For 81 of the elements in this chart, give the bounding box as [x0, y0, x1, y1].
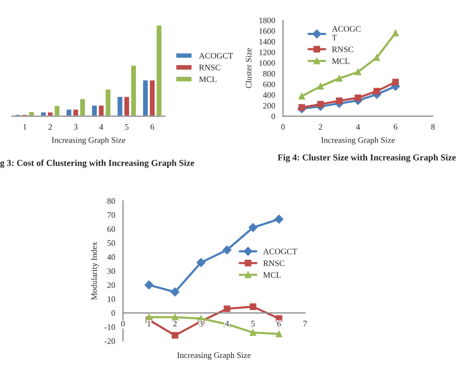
point: [354, 68, 362, 76]
x-axis-title: Increasing Graph Size: [52, 136, 126, 145]
caption: Fig 4: Cluster Size with Increasing Graph Size: [278, 154, 456, 162]
legend-label: RNSC: [332, 46, 354, 52]
x-tick-label: 4: [225, 320, 229, 326]
y-tick-label: 80: [107, 198, 116, 204]
legend-label: MCL: [199, 76, 216, 82]
y-tick-label: 1800: [259, 18, 276, 24]
x-tick-label: 1: [148, 320, 151, 326]
point: [336, 75, 343, 82]
y-tick-label: 60: [107, 226, 116, 232]
y-tick-label: -10: [104, 324, 116, 330]
y-tick-label: 400: [263, 92, 276, 98]
y-axis-title: Cluster Size: [246, 48, 252, 88]
x-tick-label: 6: [394, 124, 398, 130]
y-axis-title: Modularity Index: [91, 242, 99, 300]
point: [373, 88, 380, 94]
x-tick-label: 7: [303, 320, 307, 326]
point: [317, 100, 324, 108]
point: [250, 329, 256, 336]
legend-label: RNSC: [199, 64, 220, 70]
point: [392, 30, 399, 36]
x-axis-title: Increasing Graph Size: [177, 352, 251, 360]
point: [317, 83, 324, 90]
legend-label: RNSC: [263, 260, 284, 266]
point: [146, 314, 152, 320]
text: g 3: Cost of Clustering with Increasing Graph Size: [0, 160, 194, 168]
x-tick-label: 5: [125, 124, 129, 130]
x-tick-label: 8: [431, 124, 435, 130]
x-tick-label: 4: [99, 124, 104, 130]
point: [248, 223, 258, 232]
y-tick-label: 1400: [259, 38, 276, 45]
point: [298, 92, 306, 100]
y-tick-label: 30: [107, 268, 116, 274]
y-tick-label: 600: [263, 82, 276, 88]
y-tick-label: 20: [107, 282, 116, 288]
x-tick-label: 1: [23, 124, 26, 130]
y-tick-label: -20: [104, 338, 116, 344]
legend-label: MCL: [263, 272, 281, 278]
x-tick-label: 0: [281, 124, 285, 130]
x-axis-title: Increasing Graph Size: [321, 136, 395, 145]
y-tick-label: 200: [263, 102, 276, 109]
x-tick-label: 2: [48, 124, 52, 130]
point: [274, 214, 284, 224]
point: [170, 288, 180, 296]
legend-label: MCL: [332, 58, 350, 64]
point: [196, 258, 206, 268]
point: [144, 280, 154, 290]
y-tick-label: 70: [108, 212, 116, 218]
point: [373, 54, 380, 61]
legend-label: ACOGCT: [263, 248, 298, 254]
x-tick-label: 3: [199, 320, 203, 326]
point: [250, 303, 256, 310]
y-tick-label: 800: [263, 70, 276, 77]
y-tick-label: 10: [108, 296, 116, 302]
point: [222, 246, 232, 254]
y-tick-label: 40: [107, 254, 116, 260]
legend-label: ACOGCT: [198, 52, 234, 59]
point: [354, 94, 362, 102]
point: [298, 104, 306, 111]
y-tick-label: 1000: [259, 60, 276, 66]
x-tick-label: 3: [74, 124, 78, 130]
y-tick-label: 0: [112, 310, 116, 316]
x-tick-label: 4: [356, 124, 360, 130]
point: [392, 78, 399, 86]
point: [172, 332, 178, 339]
point: [276, 330, 282, 338]
legend-label: ACOGC T: [332, 26, 361, 40]
x-tick-label: 2: [173, 320, 177, 326]
point: [172, 314, 178, 320]
y-tick-label: 1200: [259, 50, 276, 56]
x-tick-label: 0: [121, 320, 125, 326]
point: [224, 305, 230, 312]
point: [336, 97, 343, 104]
x-tick-label: 6: [150, 124, 154, 130]
y-tick-label: 50: [108, 240, 116, 246]
x-tick-label: 6: [277, 320, 281, 326]
x-tick-label: 2: [318, 124, 322, 130]
y-tick-label: 0: [272, 114, 276, 120]
y-tick-label: 1600: [259, 28, 276, 34]
x-tick-label: 5: [251, 320, 255, 326]
